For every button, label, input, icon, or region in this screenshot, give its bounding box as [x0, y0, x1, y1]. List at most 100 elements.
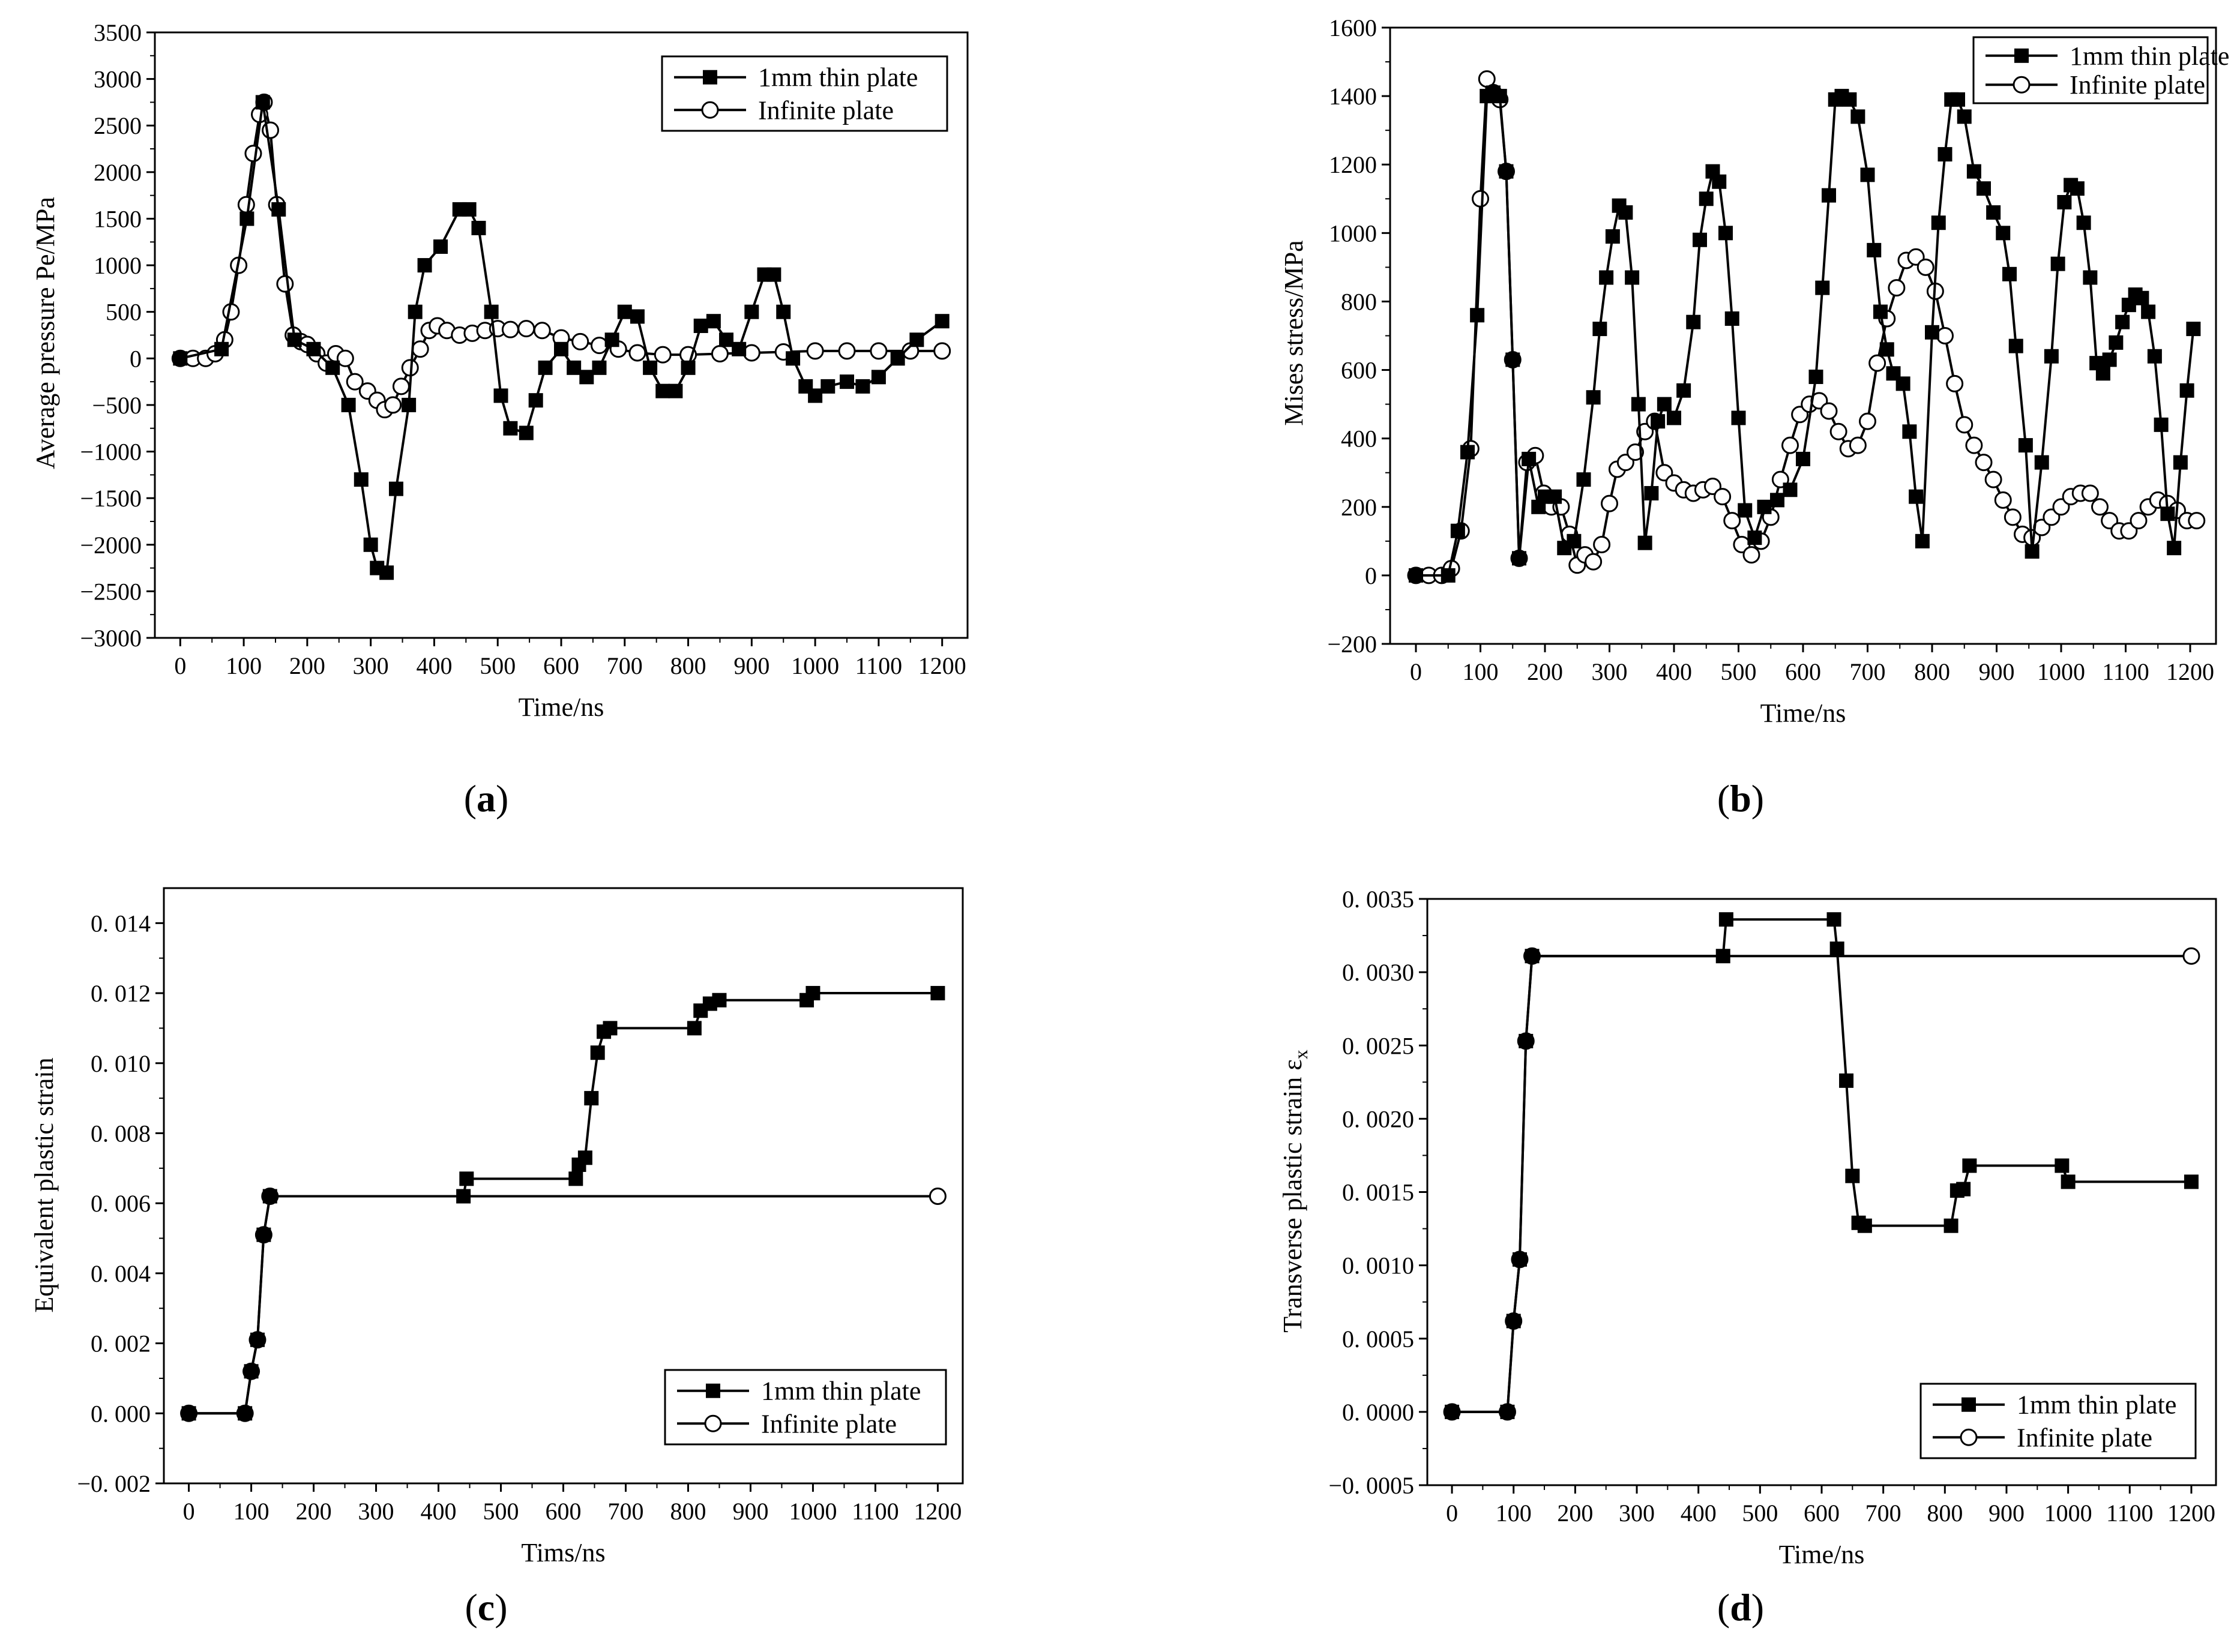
chart-b-y-tick-label: 1600: [1329, 14, 1377, 41]
chart-b-square-marker-72: [2002, 266, 2017, 281]
chart-a-square-marker-30: [592, 360, 607, 375]
chart-b-circle-marker-21: [1585, 553, 1603, 571]
chart-d-legend-box: [1919, 1383, 2197, 1459]
chart-b-circle-marker-73: [2081, 484, 2099, 502]
chart-b-y-tick-label: 1400: [1329, 83, 1377, 110]
chart-c-square-marker-18: [712, 993, 727, 1008]
chart-a-series-infinite-plate: [171, 93, 951, 419]
chart-a-square-marker-41: [732, 341, 747, 356]
chart-d: 0 100 200 300 400 500 600 700 800 900 1000 1100 1200…: [1278, 886, 2217, 1629]
chart-b-square-marker-63: [1931, 215, 1946, 230]
chart-a-circle-marker-49: [806, 342, 824, 360]
chart-b-y-tick-label: 400: [1341, 425, 1377, 452]
chart-b-square-marker-76: [2034, 455, 2049, 470]
chart-a-square-marker-51: [855, 379, 870, 394]
chart-c-x-tick-label: 100: [233, 1498, 269, 1525]
chart-b-x-tick-label: 500: [1721, 658, 1757, 685]
chart-a-circle-marker-40: [571, 332, 589, 350]
chart-c-y-tick-label: 0. 004: [91, 1260, 151, 1287]
chart-b-square-marker-26: [1637, 535, 1652, 550]
chart-b-square-marker-71: [1996, 226, 2011, 241]
chart-a-square-marker-32: [617, 304, 632, 319]
chart-b-circle-marker-36: [1723, 512, 1741, 530]
chart-b-x-tick-label: 400: [1656, 658, 1692, 685]
chart-a-square-marker-16: [417, 258, 432, 273]
chart-a-x-tick-label: 500: [480, 652, 516, 679]
chart-b-circle-marker-56: [1916, 258, 1934, 276]
chart-b-square-marker-1: [1441, 568, 1456, 583]
chart-a-square-marker-35: [655, 383, 670, 398]
chart-c-x-tick-label: 200: [296, 1498, 332, 1525]
chart-b-x-tick-label: 200: [1527, 658, 1563, 685]
chart-a-square-marker-28: [567, 360, 582, 375]
chart-d-y-tick-label: 0. 0000: [1342, 1399, 1414, 1426]
chart-d-y-tick-label: −0. 0005: [1328, 1472, 1414, 1499]
chart-a-y-tick-label: −500: [92, 392, 142, 419]
chart-b-circle-marker-60: [1955, 416, 1974, 434]
chart-c-y-tick-label: 0. 006: [91, 1190, 151, 1217]
chart-b-circle-marker-50: [1859, 412, 1876, 430]
chart-b-square-marker-legend-0: [2014, 48, 2029, 63]
chart-a-square-marker-53: [890, 351, 905, 366]
chart-b-circle-marker-64: [1994, 491, 2012, 509]
chart-d-square-marker-17: [1962, 1158, 1977, 1173]
chart-b-square-marker-36: [1712, 174, 1727, 189]
chart-b-square-marker-73: [2008, 338, 2023, 353]
chart-a-circle-marker-21: [346, 373, 364, 391]
chart-b-square-marker-98: [2179, 383, 2194, 398]
chart-b-circle-marker-23: [1601, 494, 1618, 512]
chart-b-square-marker-64: [1937, 147, 1952, 162]
chart-b-square-marker-32: [1686, 314, 1701, 329]
chart-c-square-marker-8: [568, 1171, 583, 1186]
chart-a-x-axis-label: Time/ns: [519, 692, 604, 722]
chart-b-square-marker-77: [2044, 349, 2059, 364]
chart-d-square-marker-9: [1829, 942, 1844, 957]
chart-b-x-tick-label: 700: [1850, 658, 1886, 685]
chart-b-square-marker-17: [1576, 472, 1591, 487]
chart-d-y-tick-label: 0. 0035: [1342, 886, 1414, 913]
chart-b-square-marker-24: [1625, 270, 1640, 285]
chart-a-legend-label: 1mm thin plate: [758, 63, 918, 92]
chart-b-circle-marker-74: [2091, 498, 2109, 516]
chart-b-y-tick-label: 600: [1341, 357, 1377, 384]
chart-c-x-tick-label: 1100: [852, 1498, 899, 1525]
chart-c-x-tick-label: 700: [607, 1498, 643, 1525]
chart-d-x-tick-label: 800: [1927, 1500, 1963, 1527]
chart-a-y-tick-label: 0: [130, 345, 142, 372]
chart-d-square-marker-13: [1857, 1218, 1872, 1233]
chart-c-x-tick-label: 500: [483, 1498, 519, 1525]
chart-d-x-tick-label: 500: [1742, 1500, 1778, 1527]
chart-b-square-marker-60: [1909, 489, 1924, 504]
chart-c-y-tick-label: 0. 012: [91, 980, 151, 1007]
chart-a-series-line: [180, 98, 942, 412]
chart-b-square-marker-37: [1718, 226, 1733, 241]
chart-b-square-marker-20: [1599, 270, 1614, 285]
chart-d-series-thin-plate: [1445, 912, 2199, 1419]
chart-c-legend: 1mm thin plate Infinite plate: [664, 1369, 947, 1446]
chart-a-x-tick-label: 900: [733, 652, 769, 679]
chart-a-legend-label: Infinite plate: [758, 95, 894, 125]
chart-b-circle-marker-65: [2004, 508, 2022, 526]
chart-d-square-marker-3: [1512, 1252, 1527, 1267]
chart-a-square-marker-8: [341, 397, 356, 412]
chart-a-square-marker-2: [239, 211, 254, 226]
chart-a-circle-marker-50: [838, 342, 856, 360]
chart-a-x-tick-label: 400: [416, 652, 452, 679]
chart-b-square-marker-43: [1770, 493, 1784, 508]
chart-a-x-tick-label: 200: [289, 652, 325, 679]
chart-a-square-marker-13: [388, 481, 403, 496]
chart-c-x-axis-label: Tims/ns: [521, 1538, 605, 1567]
chart-a-square-marker-38: [693, 318, 708, 333]
chart-b-square-marker-92: [2141, 304, 2156, 319]
chart-b-circle-marker-84: [2188, 512, 2206, 530]
chart-a-square-marker-54: [909, 332, 924, 347]
chart-b-series-infinite-plate: [1407, 70, 2206, 584]
chart-a-x-tick-label: 0: [174, 652, 186, 679]
chart-a-square-marker-14: [402, 397, 417, 412]
chart-a-square-marker-26: [538, 360, 553, 375]
chart-b-square-marker-94: [2154, 417, 2169, 432]
chart-b-circle-marker-47: [1829, 422, 1847, 440]
chart-b-circle-marker-59: [1946, 374, 1964, 392]
chart-b-circle-marker-63: [1984, 470, 2002, 488]
